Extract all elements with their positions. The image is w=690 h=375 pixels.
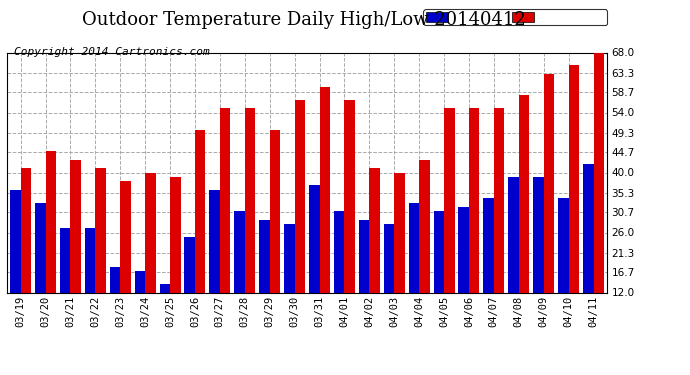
Bar (319, 87, 330, 292)
Bar (170, 177, 181, 292)
Bar (458, 207, 469, 292)
Bar (344, 100, 355, 292)
Bar (284, 224, 295, 292)
Bar (120, 181, 130, 292)
Bar (444, 108, 455, 292)
Bar (46, 151, 56, 292)
Text: Outdoor Temperature Daily High/Low 20140412: Outdoor Temperature Daily High/Low 20140… (81, 11, 526, 29)
Bar (469, 108, 480, 292)
Bar (334, 211, 344, 292)
Bar (384, 224, 394, 292)
Bar (408, 202, 419, 292)
Bar (558, 198, 569, 292)
Bar (159, 284, 170, 292)
Bar (60, 228, 70, 292)
Bar (369, 168, 380, 292)
Bar (10, 190, 21, 292)
Bar (235, 211, 245, 292)
Bar (21, 168, 31, 292)
Bar (583, 164, 593, 292)
Bar (209, 190, 220, 292)
Bar (184, 237, 195, 292)
Bar (593, 53, 604, 292)
Bar (309, 185, 319, 292)
Bar (569, 65, 579, 292)
Bar (35, 202, 46, 292)
Bar (484, 198, 494, 292)
Bar (419, 160, 430, 292)
Bar (110, 267, 120, 292)
Bar (544, 74, 554, 292)
Bar (533, 177, 544, 292)
Bar (433, 211, 444, 292)
Bar (519, 95, 529, 292)
Text: Copyright 2014 Cartronics.com: Copyright 2014 Cartronics.com (14, 47, 210, 57)
Bar (295, 100, 305, 292)
Bar (509, 177, 519, 292)
Bar (70, 160, 81, 292)
Bar (220, 108, 230, 292)
Bar (135, 271, 145, 292)
Bar (195, 130, 206, 292)
Bar (270, 130, 280, 292)
Bar (494, 108, 504, 292)
Bar (145, 172, 156, 292)
Bar (259, 220, 270, 292)
Bar (359, 220, 369, 292)
Legend: Low  (°F), High  (°F): Low (°F), High (°F) (424, 9, 607, 25)
Bar (245, 108, 255, 292)
Bar (394, 172, 405, 292)
Bar (95, 168, 106, 292)
Bar (85, 228, 95, 292)
